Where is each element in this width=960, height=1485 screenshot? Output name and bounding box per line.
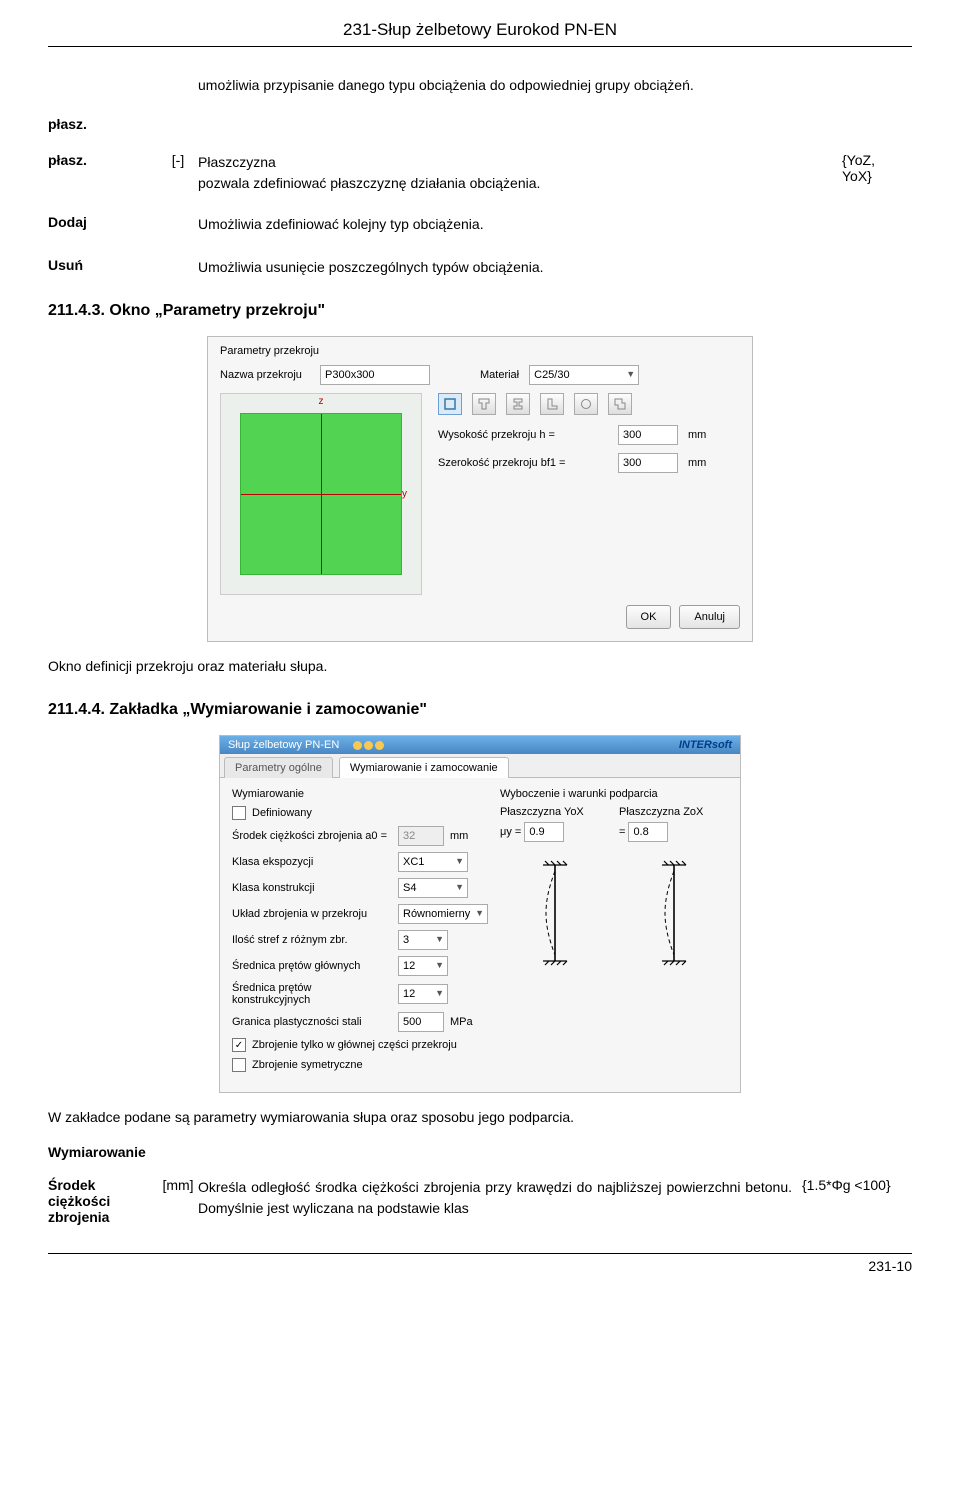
zbroj-sym-label: Zbrojenie symetryczne — [252, 1059, 363, 1071]
def-desc: Umożliwia usunięcie poszczególnych typów… — [198, 257, 832, 278]
mu-y-label: μy = — [500, 826, 521, 838]
mu-val2-input[interactable]: 0.8 — [628, 822, 668, 842]
footer-label: Środek ciężkości zbrojenia — [48, 1177, 158, 1225]
h-label: Wysokość przekroju h = — [438, 429, 608, 441]
definiowany-checkbox[interactable] — [232, 806, 246, 820]
def-label: Usuń — [48, 257, 158, 273]
def-col2: [-] — [158, 152, 198, 168]
shape-icon-t[interactable] — [472, 393, 496, 415]
axis-y-label: y — [402, 489, 407, 500]
granica-label: Granica plastyczności stali — [232, 1016, 392, 1028]
sred-gl-label: Średnica prętów głównych — [232, 960, 392, 972]
support-diagram-zox — [619, 848, 728, 978]
bf1-input[interactable]: 300 — [618, 453, 678, 473]
klasa-eksp-label: Klasa ekspozycji — [232, 856, 392, 868]
def-label: płasz. — [48, 116, 158, 132]
ok-button[interactable]: OK — [626, 605, 672, 629]
shape-icon-circle[interactable] — [574, 393, 598, 415]
shape-icon-rect[interactable] — [438, 393, 462, 415]
shape-icon-i[interactable] — [506, 393, 530, 415]
ilosc-label: Ilość stref z różnym zbr. — [232, 934, 392, 946]
axis-z-label: z — [319, 396, 324, 407]
col-yox-title: Płaszczyzna YoX — [500, 806, 609, 818]
zbroj-sym-checkbox[interactable] — [232, 1058, 246, 1072]
col-zox-title: Płaszczyzna ZoX — [619, 806, 728, 818]
page-header: 231-Słup żelbetowy Eurokod PN-EN — [48, 20, 912, 40]
a0-unit: mm — [450, 830, 468, 842]
mu-y-input[interactable]: 0.9 — [524, 822, 564, 842]
brand-label: INTERsoft — [679, 739, 732, 751]
footer-extra: {1.5*Φg <100} — [792, 1177, 912, 1193]
shape-icon-z[interactable] — [608, 393, 632, 415]
ilosc-select[interactable]: 3▼ — [398, 930, 448, 950]
a0-label: Środek ciężkości zbrojenia a0 = — [232, 830, 392, 842]
mu-eq-label: = — [619, 826, 625, 838]
page-number: 231-10 — [48, 1258, 912, 1274]
def-desc: Płaszczyzna pozwala zdefiniować płaszczy… — [198, 152, 832, 194]
def-label: Dodaj — [48, 214, 158, 230]
hr-bottom — [48, 1253, 912, 1254]
footer-desc: Określa odległość środka ciężkości zbroj… — [198, 1177, 792, 1219]
definition-row: Dodaj Umożliwia zdefiniować kolejny typ o… — [48, 214, 912, 235]
right-pane-title: Wyboczenie i warunki podparcia — [500, 788, 728, 800]
bf1-unit: mm — [688, 457, 706, 469]
text-after-widget: W zakładce podane są parametry wymiarowa… — [48, 1107, 912, 1128]
material-label: Materiał — [480, 369, 519, 381]
text-after-dlg1: Okno definicji przekroju oraz materiału … — [48, 656, 912, 677]
dimensioning-widget: Słup żelbetowy PN-EN INTERsoft Parametry… — [219, 735, 741, 1093]
uklad-select[interactable]: Równomierny▼ — [398, 904, 488, 924]
definition-row: płasz. — [48, 116, 912, 132]
definiowany-label: Definiowany — [252, 807, 312, 819]
def-extra: {YoZ, YoX} — [832, 152, 912, 184]
intro-text: umożliwia przypisanie danego typu obciąż… — [198, 75, 832, 96]
left-pane-title: Wymiarowanie — [232, 788, 488, 800]
footer-unit: [mm] — [158, 1177, 198, 1193]
name-label: Nazwa przekroju — [220, 369, 310, 381]
zbroj-gl-checkbox[interactable]: ✓ — [232, 1038, 246, 1052]
klasa-kon-select[interactable]: S4▼ — [398, 878, 468, 898]
a0-input: 32 — [398, 826, 444, 846]
tab-dimensioning[interactable]: Wymiarowanie i zamocowanie — [339, 757, 509, 778]
sred-ko-select[interactable]: 12▼ — [398, 984, 448, 1004]
section-44-heading: 211.4.4. Zakładka „Wymiarowanie i zamoco… — [48, 701, 912, 719]
hr-top — [48, 46, 912, 47]
section-43-heading: 211.4.3. Okno „Parametry przekroju" — [48, 302, 912, 320]
bf1-label: Szerokość przekroju bf1 = — [438, 457, 608, 469]
dialog-title: Parametry przekroju — [220, 345, 740, 357]
wym-header: Wymiarowanie — [48, 1142, 912, 1163]
cross-section-preview: z y — [220, 393, 422, 595]
h-unit: mm — [688, 429, 706, 441]
klasa-kco-label: Klasa konstrukcji — [232, 882, 392, 894]
zbroj-gl-label: Zbrojenie tylko w głównej części przekro… — [252, 1039, 457, 1051]
klasa-eksp-select[interactable]: XC1▼ — [398, 852, 468, 872]
shape-icon-l[interactable] — [540, 393, 564, 415]
granica-unit: MPa — [450, 1016, 473, 1028]
uklad-label: Układ zbrojenia w przekroju — [232, 908, 392, 920]
definition-row: płasz.[-]Płaszczyzna pozwala zdefiniować… — [48, 152, 912, 194]
sred-ko-label: Średnica prętów konstrukcyjnych — [232, 982, 392, 1006]
definition-row: Usuń Umożliwia usunięcie poszczególnych t… — [48, 257, 912, 278]
def-label: płasz. — [48, 152, 158, 168]
def-desc: Umożliwia zdefiniować kolejny typ obciąż… — [198, 214, 832, 235]
name-input[interactable]: P300x300 — [320, 365, 430, 385]
support-diagram-yox — [500, 848, 609, 978]
params-dialog: Parametry przekroju Nazwa przekroju P300… — [207, 336, 753, 642]
cancel-button[interactable]: Anuluj — [679, 605, 740, 629]
tab-general[interactable]: Parametry ogólne — [224, 757, 333, 778]
h-input[interactable]: 300 — [618, 425, 678, 445]
widget-title: Słup żelbetowy PN-EN — [228, 739, 339, 751]
granica-input[interactable]: 500 — [398, 1012, 444, 1032]
sred-gl-select[interactable]: 12▼ — [398, 956, 448, 976]
material-select[interactable]: C25/30▼ — [529, 365, 639, 385]
